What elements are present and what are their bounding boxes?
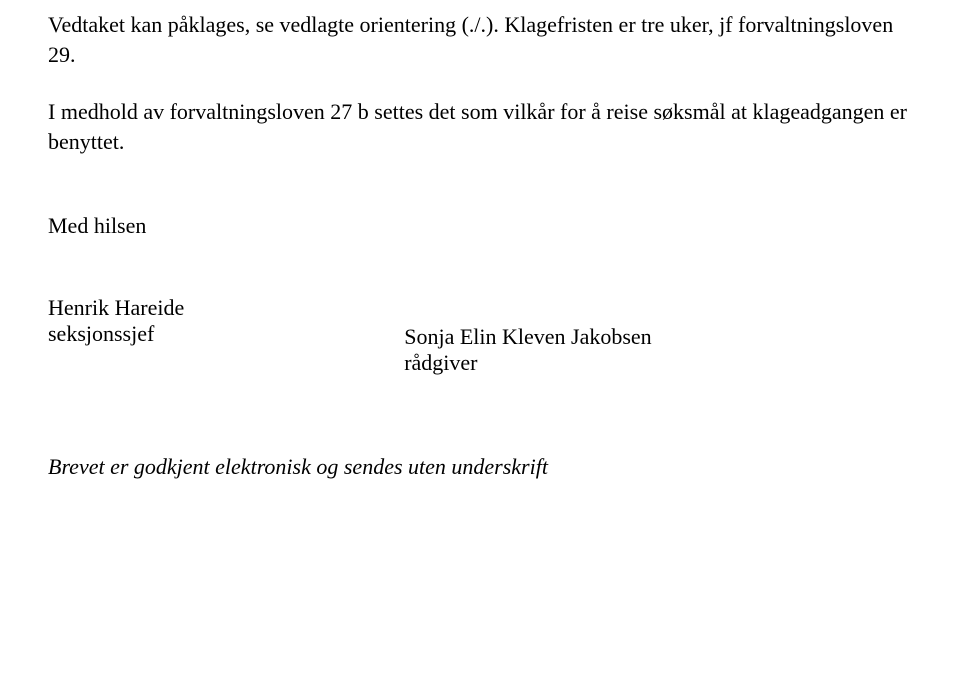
signature-left: Henrik Hareide seksjonssjef	[48, 295, 184, 376]
signatory-left-title: seksjonssjef	[48, 321, 184, 347]
paragraph-1: Vedtaket kan påklages, se vedlagte orien…	[48, 10, 912, 69]
footer-note: Brevet er godkjent elektronisk og sendes…	[48, 454, 912, 480]
paragraph-2: I medhold av forvaltningsloven 27 b sett…	[48, 97, 912, 156]
signature-block: Henrik Hareide seksjonssjef Sonja Elin K…	[48, 295, 912, 376]
document-page: Vedtaket kan påklages, se vedlagte orien…	[0, 0, 960, 480]
signatory-right-title: rådgiver	[404, 350, 651, 376]
signatory-right-name: Sonja Elin Kleven Jakobsen	[404, 324, 651, 350]
signature-right: Sonja Elin Kleven Jakobsen rådgiver	[404, 324, 651, 376]
signatory-left-name: Henrik Hareide	[48, 295, 184, 321]
closing-salutation: Med hilsen	[48, 213, 912, 239]
